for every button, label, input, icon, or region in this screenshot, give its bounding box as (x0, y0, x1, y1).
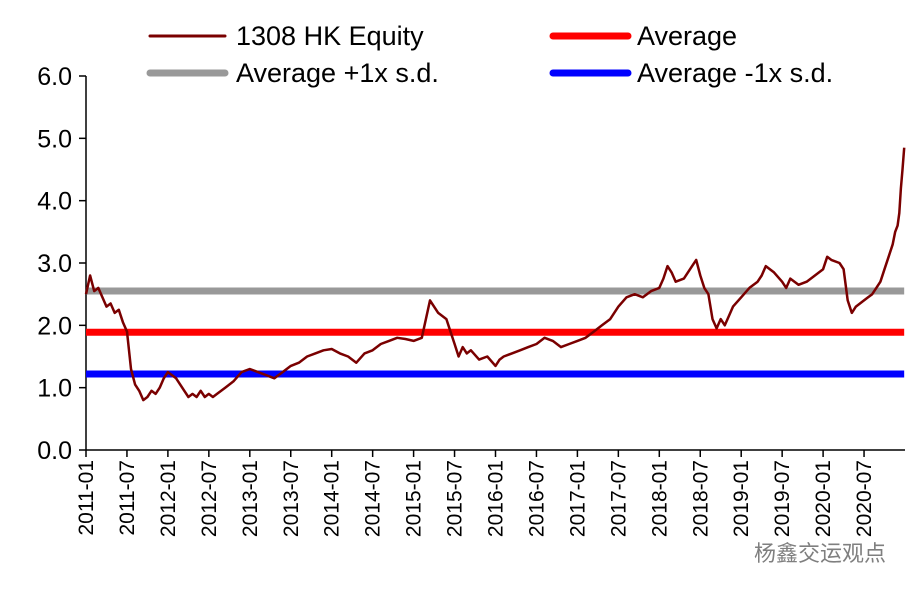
x-tick-label: 2011-07 (116, 460, 139, 536)
x-tick-label: 2015-01 (403, 460, 426, 537)
series-layer (84, 147, 906, 402)
legend-label: Average -1x s.d. (637, 58, 833, 88)
y-tick-label: 0.0 (37, 437, 72, 465)
x-tick-label: 2019-07 (771, 460, 794, 537)
legend-label: 1308 HK Equity (236, 21, 424, 51)
legend: 1308 HK Equity Average Average +1x s.d. Ave… (146, 21, 833, 88)
axes: 0.0 1.0 2.0 3.0 4.0 5.0 6.0 2011-01 2011-07 2012-… (37, 63, 905, 537)
x-tick-label: 2015-07 (444, 460, 467, 537)
y-tick-label: 5.0 (37, 125, 72, 153)
y-tick-label: 3.0 (37, 250, 72, 278)
x-tick-label: 2016-07 (525, 460, 548, 537)
x-tick-label: 2018-07 (689, 460, 712, 537)
x-tick-label: 2012-01 (157, 460, 180, 537)
x-tick-label: 2018-01 (648, 460, 671, 537)
series-line-1308-hk-equity (84, 147, 906, 402)
x-tick-label: 2019-01 (730, 460, 753, 537)
x-tick-label: 2016-01 (485, 460, 508, 537)
watermark-text: 杨鑫交运观点 (753, 542, 886, 567)
y-tick-label: 6.0 (37, 63, 72, 91)
x-tick-label: 2014-01 (321, 460, 344, 537)
legend-label: Average (637, 21, 737, 51)
x-tick-label: 2013-01 (239, 460, 262, 537)
x-tick-label: 2017-07 (607, 460, 630, 537)
x-tick-label: 2011-01 (75, 460, 98, 536)
y-tick-label: 2.0 (37, 312, 72, 340)
x-tick-label: 2020-07 (853, 460, 876, 537)
legend-label: Average +1x s.d. (236, 58, 439, 88)
y-tick-label: 1.0 (37, 375, 72, 403)
x-tick-label: 2013-07 (280, 460, 303, 537)
y-tick-label: 4.0 (37, 188, 72, 216)
x-tick-label: 2012-07 (198, 460, 221, 537)
x-tick-label: 2020-01 (812, 460, 835, 537)
x-tick-label: 2017-01 (566, 460, 589, 537)
x-tick-label: 2014-07 (362, 460, 385, 537)
